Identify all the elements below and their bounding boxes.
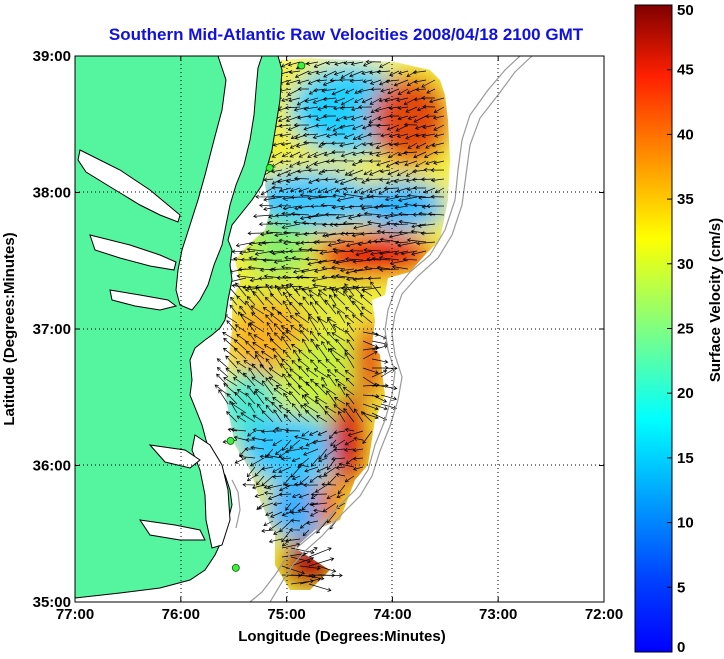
colorbar-tick-label: 0 (677, 639, 685, 656)
x-axis-label: Longitude (Degrees:Minutes) (238, 628, 446, 645)
x-tick-label: 73:00 (479, 606, 517, 623)
colorbar-tick-label: 40 (677, 126, 694, 143)
colorbar-tick-label: 5 (677, 579, 685, 596)
y-tick-label: 37:00 (33, 321, 71, 338)
radar-site-marker (231, 563, 240, 572)
colorbar-tick-label: 20 (677, 385, 694, 402)
x-tick-label: 76:00 (162, 606, 200, 623)
radar-site-marker (265, 164, 274, 172)
colorbar-tick-label: 25 (677, 321, 694, 338)
bathymetry-contours (231, 56, 533, 602)
radar-site-marker (297, 61, 306, 70)
radar-sites (226, 61, 306, 572)
x-tick-label: 75:00 (267, 606, 305, 623)
x-axis: 77:00 76:00 75:00 74:00 73:00 72:00 (56, 56, 623, 623)
y-axis-label: Latitude (Degrees:Minutes) (1, 232, 18, 425)
grid-lines (75, 56, 604, 602)
y-tick-label: 36:00 (33, 458, 71, 475)
colorbar-ticks: 0 5 10 15 20 25 30 35 40 45 50 (667, 2, 694, 656)
colorbar-tick-label: 50 (677, 2, 694, 19)
colorbar-tick-label: 10 (677, 515, 694, 532)
colorbar-label: Surface Velocity (cm/s) (707, 218, 724, 382)
x-tick-label: 74:00 (373, 606, 411, 623)
colorbar-tick-label: 45 (677, 62, 694, 79)
radar-site-marker (226, 437, 235, 445)
colorbar-tick-label: 35 (677, 191, 694, 208)
y-axis: 39:00 38:00 37:00 36:00 35:00 (33, 48, 604, 611)
map-title: Southern Mid-Atlantic Raw Velocities 200… (109, 25, 584, 44)
chesapeake-bay (175, 56, 263, 311)
colorbar-tick-label: 30 (677, 256, 694, 273)
y-tick-label: 38:00 (33, 185, 71, 202)
colorbar-tick-label: 15 (677, 450, 694, 467)
x-tick-label: 77:00 (56, 606, 94, 623)
colorbar (634, 4, 673, 653)
y-tick-label: 39:00 (33, 48, 71, 65)
x-tick-label: 72:00 (585, 606, 623, 623)
y-tick-label: 35:00 (33, 594, 71, 611)
